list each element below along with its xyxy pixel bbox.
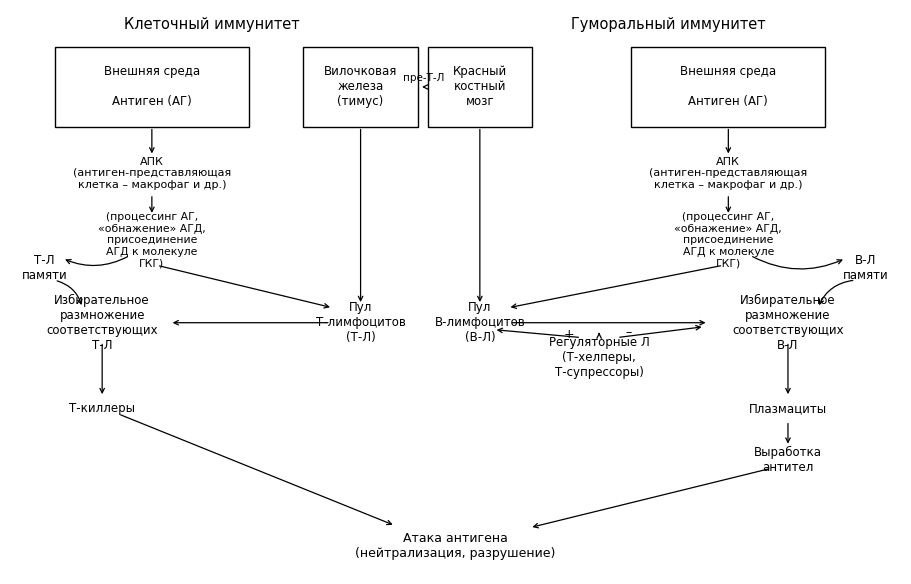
Text: Атака антигена
(нейтрализация, разрушение): Атака антигена (нейтрализация, разрушени… <box>354 531 555 559</box>
Text: пре-Т-Л: пре-Т-Л <box>402 73 444 83</box>
Text: Гуморальный иммунитет: Гуморальный иммунитет <box>571 17 765 32</box>
Text: В-Л
памяти: В-Л памяти <box>842 254 887 282</box>
Text: Регуляторные Л
(Т-хелперы,
Т-супрессоры): Регуляторные Л (Т-хелперы, Т-супрессоры) <box>548 336 649 379</box>
Text: +: + <box>563 328 574 341</box>
FancyBboxPatch shape <box>630 47 824 127</box>
Text: Плазмациты: Плазмациты <box>748 402 826 415</box>
Text: –: – <box>625 326 631 339</box>
Text: Вилочковая
железа
(тимус): Вилочковая железа (тимус) <box>323 65 397 109</box>
FancyBboxPatch shape <box>303 47 417 127</box>
Text: АПК
(антиген-представляющая
клетка – макрофаг и др.): АПК (антиген-представляющая клетка – мак… <box>649 157 806 190</box>
Text: Т-Л
памяти: Т-Л памяти <box>22 254 67 282</box>
Text: Выработка
антител: Выработка антител <box>753 446 821 474</box>
Text: (процессинг АГ,
«обнажение» АГД,
присоединение
АГД к молекуле
ГКГ): (процессинг АГ, «обнажение» АГД, присоед… <box>674 212 782 269</box>
Text: Клеточный иммунитет: Клеточный иммунитет <box>124 17 299 32</box>
Text: АПК
(антиген-представляющая
клетка – макрофаг и др.): АПК (антиген-представляющая клетка – мак… <box>73 157 230 190</box>
Text: Т-киллеры: Т-киллеры <box>69 402 135 415</box>
Text: Избирательное
размножение
соответствующих
В-Л: Избирательное размножение соответствующи… <box>732 294 843 352</box>
Text: Избирательное
размножение
соответствующих
Т-Л: Избирательное размножение соответствующи… <box>46 294 158 352</box>
FancyBboxPatch shape <box>427 47 531 127</box>
Text: Красный
костный
мозг: Красный костный мозг <box>452 65 507 109</box>
Text: Пул
В-лимфоцитов
(В-Л): Пул В-лимфоцитов (В-Л) <box>434 301 525 344</box>
FancyBboxPatch shape <box>55 47 249 127</box>
Text: Внешняя среда

Антиген (АГ): Внешняя среда Антиген (АГ) <box>104 65 200 109</box>
Text: (процессинг АГ,
«обнажение» АГД,
присоединение
АГД к молекуле
ГКГ): (процессинг АГ, «обнажение» АГД, присоед… <box>97 212 206 269</box>
Text: Внешняя среда

Антиген (АГ): Внешняя среда Антиген (АГ) <box>680 65 775 109</box>
Text: Пул
Т-лимфоцитов
(Т-Л): Пул Т-лимфоцитов (Т-Л) <box>315 301 405 344</box>
